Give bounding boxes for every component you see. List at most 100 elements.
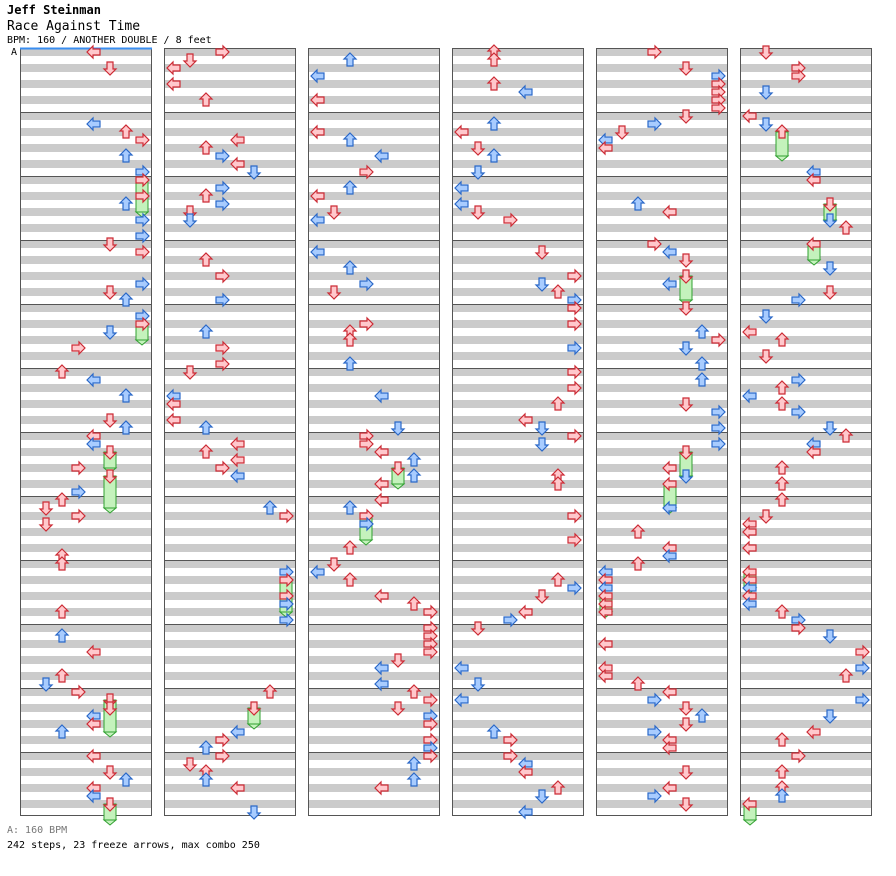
beat-band: [452, 512, 584, 520]
beat-band: [20, 240, 152, 248]
beat-band: [20, 224, 152, 232]
step-arrow-right-eighth: [359, 516, 374, 532]
step-arrow-up-eighth: [54, 628, 70, 643]
step-arrow-right: [135, 188, 150, 204]
beat-band: [452, 448, 584, 456]
step-arrow-up-eighth: [486, 148, 502, 163]
beat-band: [308, 768, 440, 776]
step-arrow-down: [678, 109, 694, 124]
beat-band: [20, 704, 152, 712]
step-arrow-down: [678, 701, 694, 716]
beat-band: [452, 304, 584, 312]
step-arrow-down-eighth: [470, 677, 486, 692]
beat-band: [596, 720, 728, 728]
freeze-tail: [774, 155, 790, 162]
beat-band: [308, 528, 440, 536]
step-arrow-right-eighth: [359, 276, 374, 292]
beat-band: [740, 176, 872, 184]
step-arrow-right-eighth: [567, 340, 582, 356]
freeze-tail: [246, 723, 262, 730]
step-arrow-left-eighth: [86, 116, 101, 132]
step-arrow-right: [567, 316, 582, 332]
beat-band: [596, 800, 728, 808]
beat-band: [452, 160, 584, 168]
beat-band: [740, 368, 872, 376]
beat-band: [740, 592, 872, 600]
step-arrow-up: [198, 92, 214, 107]
step-arrow-up: [630, 556, 646, 571]
step-arrow-up-eighth: [342, 180, 358, 195]
step-arrow-left-eighth: [230, 468, 245, 484]
beat-band: [308, 384, 440, 392]
step-arrow-left: [598, 140, 613, 156]
beat-band: [164, 624, 296, 632]
step-arrow-left: [662, 476, 677, 492]
beat-band: [740, 272, 872, 280]
step-arrow-left-eighth: [518, 804, 533, 820]
step-arrow-right-eighth: [855, 692, 870, 708]
step-arrow-right: [423, 716, 438, 732]
step-arrow-left-eighth: [662, 276, 677, 292]
beat-band: [164, 448, 296, 456]
beat-band: [164, 768, 296, 776]
beat-band: [452, 288, 584, 296]
beat-band: [164, 144, 296, 152]
beat-band: [164, 688, 296, 696]
beat-band: [20, 128, 152, 136]
step-arrow-right: [71, 508, 86, 524]
step-arrow-left: [454, 124, 469, 140]
step-arrow-up-eighth: [486, 116, 502, 131]
step-arrow-up-eighth: [342, 500, 358, 515]
beat-band: [740, 432, 872, 440]
step-arrow-right-eighth: [135, 228, 150, 244]
step-arrow-left-eighth: [454, 196, 469, 212]
step-arrow-right: [71, 460, 86, 476]
step-arrow-down: [390, 701, 406, 716]
beat-band: [452, 576, 584, 584]
step-arrow-down: [534, 589, 550, 604]
beat-band: [308, 304, 440, 312]
step-arrow-down: [678, 269, 694, 284]
beat-band: [740, 688, 872, 696]
beat-band: [308, 624, 440, 632]
beat-band: [20, 544, 152, 552]
beat-band: [164, 464, 296, 472]
beat-band: [596, 96, 728, 104]
beat-band: [20, 576, 152, 584]
beat-band: [452, 192, 584, 200]
step-arrow-right: [791, 748, 806, 764]
beat-band: [20, 144, 152, 152]
step-arrow-left: [166, 396, 181, 412]
step-arrow-right-eighth: [135, 212, 150, 228]
step-arrow-up: [198, 188, 214, 203]
beat-band: [308, 288, 440, 296]
step-arrow-right: [279, 572, 294, 588]
step-arrow-up: [774, 460, 790, 475]
step-arrow-right: [215, 748, 230, 764]
step-arrow-up: [198, 444, 214, 459]
beat-band: [308, 400, 440, 408]
beat-band: [596, 80, 728, 88]
beat-band: [20, 752, 152, 760]
beat-band: [740, 48, 872, 56]
beat-band: [740, 784, 872, 792]
beat-band: [452, 528, 584, 536]
step-arrow-down: [102, 413, 118, 428]
step-arrow-up-eighth: [406, 468, 422, 483]
step-arrow-down: [390, 653, 406, 668]
step-arrow-up: [774, 732, 790, 747]
step-arrow-left-eighth: [742, 388, 757, 404]
beat-band: [452, 608, 584, 616]
beat-band: [20, 48, 152, 56]
beat-band: [308, 512, 440, 520]
beat-band: [308, 608, 440, 616]
beat-band: [164, 112, 296, 120]
beat-band: [740, 416, 872, 424]
beat-band: [740, 720, 872, 728]
step-arrow-up-eighth: [118, 772, 134, 787]
beat-band: [164, 96, 296, 104]
beat-band: [20, 400, 152, 408]
step-arrow-up-eighth: [54, 724, 70, 739]
step-arrow-down: [758, 509, 774, 524]
step-arrow-right: [503, 732, 518, 748]
